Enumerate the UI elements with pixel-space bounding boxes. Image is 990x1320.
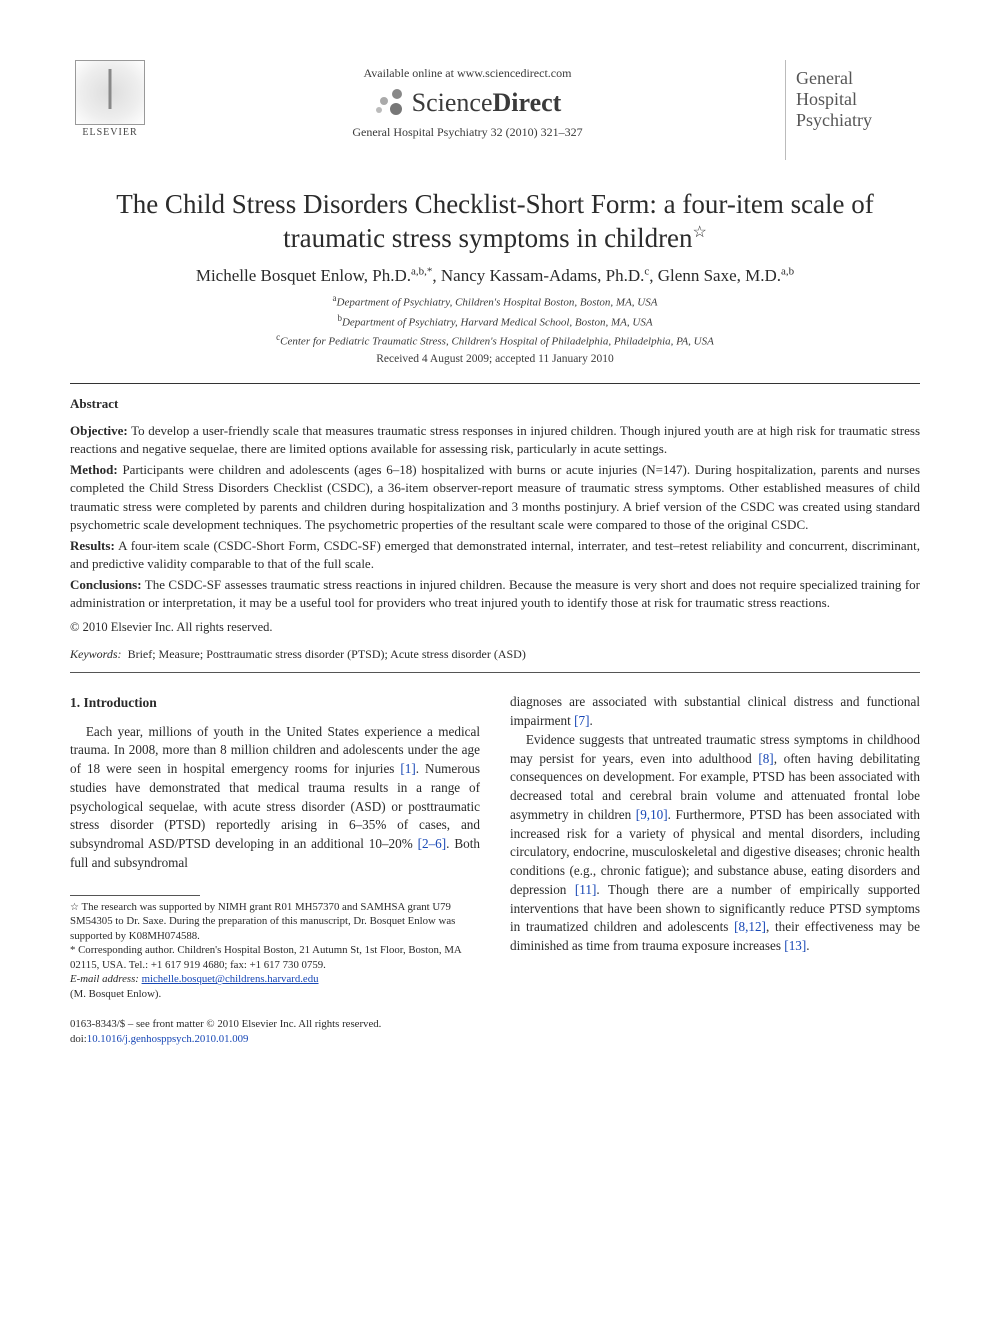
- title-line-1: The Child Stress Disorders Checklist-Sho…: [116, 189, 874, 219]
- column-left: 1. Introduction Each year, millions of y…: [70, 693, 480, 1046]
- issn-line: 0163-8343/$ – see front matter © 2010 El…: [70, 1017, 480, 1032]
- ref-link-9-10[interactable]: [9,10]: [636, 807, 668, 822]
- title-line-2: traumatic stress symptoms in children: [283, 223, 692, 253]
- keywords-line: Keywords: Brief; Measure; Posttraumatic …: [70, 647, 920, 662]
- email-link[interactable]: michelle.bosquet@childrens.harvard.edu: [142, 973, 319, 985]
- divider-after-keywords: [70, 672, 920, 673]
- footnote-corresponding: * Corresponding author. Children's Hospi…: [70, 943, 480, 972]
- corr-mark: *: [70, 944, 75, 956]
- footnote-funding: ☆ The research was supported by NIMH gra…: [70, 900, 480, 944]
- journal-reference: General Hospital Psychiatry 32 (2010) 32…: [150, 125, 785, 140]
- affiliations: aDepartment of Psychiatry, Children's Ho…: [70, 292, 920, 351]
- section-heading-intro: 1. Introduction: [70, 693, 480, 712]
- ref-link-1[interactable]: [1]: [400, 761, 415, 776]
- abstract-body: Objective: To develop a user-friendly sc…: [70, 422, 920, 613]
- abstract-heading: Abstract: [70, 396, 920, 412]
- affiliation-b: bDepartment of Psychiatry, Harvard Medic…: [70, 312, 920, 332]
- affiliation-a: aDepartment of Psychiatry, Children's Ho…: [70, 292, 920, 312]
- footnote-email: E-mail address: michelle.bosquet@childre…: [70, 972, 480, 987]
- intro-para-1-cont: diagnoses are associated with substantia…: [510, 693, 920, 730]
- available-online-line: Available online at www.sciencedirect.co…: [150, 66, 785, 81]
- author-1: Michelle Bosquet Enlow, Ph.D.a,b,*: [196, 266, 433, 285]
- journal-title-word-3: Psychiatry: [796, 110, 914, 131]
- column-right: diagnoses are associated with substantia…: [510, 693, 920, 1046]
- ref-link-2-6[interactable]: [2–6]: [418, 836, 447, 851]
- journal-title-box: General Hospital Psychiatry: [785, 60, 920, 160]
- author-list: Michelle Bosquet Enlow, Ph.D.a,b,*, Nanc…: [70, 266, 920, 287]
- doi-link[interactable]: 10.1016/j.genhosppsych.2010.01.009: [87, 1033, 249, 1045]
- abstract-method: Method: Participants were children and a…: [70, 461, 920, 535]
- footnotes: ☆ The research was supported by NIMH gra…: [70, 900, 480, 1002]
- ref-link-8-12[interactable]: [8,12]: [734, 919, 766, 934]
- keywords-text: Brief; Measure; Posttraumatic stress dis…: [128, 647, 526, 661]
- article-title: The Child Stress Disorders Checklist-Sho…: [70, 188, 920, 256]
- ref-link-8[interactable]: [8]: [758, 751, 773, 766]
- ref-link-11[interactable]: [11]: [575, 882, 596, 897]
- keywords-label: Keywords:: [70, 647, 122, 661]
- header-center: Available online at www.sciencedirect.co…: [150, 60, 785, 140]
- elsevier-logo: ELSEVIER: [70, 60, 150, 150]
- abstract-results: Results: A four-item scale (CSDC-Short F…: [70, 537, 920, 574]
- author-2: Nancy Kassam-Adams, Ph.D.c: [441, 266, 649, 285]
- intro-para-1: Each year, millions of youth in the Unit…: [70, 723, 480, 873]
- abstract-conclusions: Conclusions: The CSDC-SF assesses trauma…: [70, 576, 920, 613]
- intro-para-2: Evidence suggests that untreated traumat…: [510, 731, 920, 956]
- abstract-objective: Objective: To develop a user-friendly sc…: [70, 422, 920, 459]
- body-columns: 1. Introduction Each year, millions of y…: [70, 693, 920, 1046]
- elsevier-label: ELSEVIER: [82, 127, 137, 138]
- footnote-email-paren: (M. Bosquet Enlow).: [70, 987, 480, 1002]
- ref-link-7[interactable]: [7]: [574, 713, 589, 728]
- sciencedirect-wordmark: ScienceDirect: [412, 88, 562, 118]
- divider-top: [70, 383, 920, 384]
- sciencedirect-orb-icon: [374, 87, 406, 119]
- title-footnote-star-icon: ☆: [693, 224, 707, 241]
- footnote-star-icon: ☆: [70, 902, 79, 913]
- affiliation-c: cCenter for Pediatric Traumatic Stress, …: [70, 331, 920, 351]
- journal-title-word-2: Hospital: [796, 89, 914, 110]
- sciencedirect-logo: ScienceDirect: [150, 87, 785, 119]
- author-3: Glenn Saxe, M.D.a,b: [658, 266, 794, 285]
- article-dates: Received 4 August 2009; accepted 11 Janu…: [70, 353, 920, 365]
- doi-line: doi:10.1016/j.genhosppsych.2010.01.009: [70, 1032, 480, 1047]
- copyright-line: © 2010 Elsevier Inc. All rights reserved…: [70, 620, 920, 635]
- page-header: ELSEVIER Available online at www.science…: [70, 60, 920, 160]
- ref-link-13[interactable]: [13]: [784, 938, 806, 953]
- footnote-rule: [70, 895, 200, 896]
- journal-title-word-1: General: [796, 68, 914, 89]
- page-footer: 0163-8343/$ – see front matter © 2010 El…: [70, 1017, 480, 1046]
- elsevier-tree-icon: [75, 60, 145, 125]
